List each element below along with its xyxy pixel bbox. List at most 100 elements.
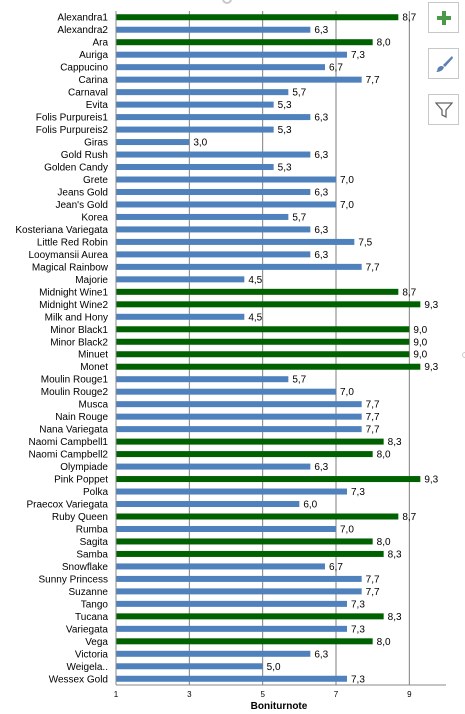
category-label: Naomi Campbell1 bbox=[29, 437, 109, 448]
bar bbox=[116, 238, 355, 245]
bar bbox=[116, 213, 289, 220]
data-label: 8,7 bbox=[402, 287, 416, 298]
category-label: Naomi Campbell2 bbox=[29, 450, 109, 461]
bar bbox=[116, 625, 347, 632]
category-label: Folis Purpureis1 bbox=[36, 113, 109, 124]
bar bbox=[116, 251, 311, 258]
data-label: 7,7 bbox=[366, 425, 380, 436]
data-label: 8,7 bbox=[402, 512, 416, 523]
bar bbox=[116, 326, 410, 333]
category-label: Majorie bbox=[75, 275, 108, 286]
category-label: Jeans Gold bbox=[57, 187, 108, 198]
category-label: Ruby Queen bbox=[52, 512, 108, 523]
add-chart-element-button[interactable] bbox=[428, 2, 459, 33]
data-label: 9,3 bbox=[424, 475, 438, 486]
bar bbox=[116, 338, 410, 345]
bar bbox=[116, 476, 421, 483]
category-label: Korea bbox=[81, 212, 108, 223]
category-label: Alexandra1 bbox=[57, 13, 108, 24]
category-label: Vega bbox=[85, 637, 108, 648]
bar bbox=[116, 563, 325, 570]
data-label: 8,3 bbox=[388, 549, 402, 560]
data-label: 5,3 bbox=[278, 163, 292, 174]
bar bbox=[116, 201, 336, 208]
data-label: 9,3 bbox=[424, 362, 438, 373]
x-tick-label: 5 bbox=[260, 690, 265, 699]
bar bbox=[116, 14, 399, 21]
chart-filters-button[interactable] bbox=[428, 94, 459, 125]
category-label: Carina bbox=[79, 75, 109, 86]
data-label: 7,3 bbox=[351, 674, 365, 685]
data-label: 8,0 bbox=[377, 450, 391, 461]
data-label: 7,0 bbox=[340, 200, 354, 211]
resize-handle-right[interactable] bbox=[462, 352, 465, 358]
category-label: Jean's Gold bbox=[56, 200, 109, 211]
bar bbox=[116, 76, 362, 83]
bar bbox=[116, 263, 362, 270]
category-label: Praecox Variegata bbox=[26, 500, 108, 511]
data-label: 6,3 bbox=[314, 649, 328, 660]
data-label: 7,5 bbox=[358, 237, 372, 248]
data-label: 7,3 bbox=[351, 487, 365, 498]
category-label: Milk and Hony bbox=[45, 312, 108, 323]
bar bbox=[116, 188, 311, 195]
category-label: Minor Black1 bbox=[50, 325, 108, 336]
bar bbox=[116, 126, 274, 133]
bar bbox=[116, 301, 421, 308]
category-label: Weigela.. bbox=[66, 662, 108, 673]
bar bbox=[116, 176, 336, 183]
x-tick-label: 1 bbox=[114, 690, 119, 699]
category-label: Variegata bbox=[66, 624, 109, 635]
category-label: Sunny Princess bbox=[39, 574, 108, 585]
bar bbox=[116, 650, 311, 657]
category-label: Midnight Wine2 bbox=[39, 300, 108, 311]
filter-icon bbox=[434, 101, 453, 119]
chart-styles-button[interactable] bbox=[428, 48, 459, 79]
category-label: Ara bbox=[92, 38, 108, 49]
bar bbox=[116, 675, 347, 682]
data-label: 9,3 bbox=[424, 300, 438, 311]
data-label: 7,3 bbox=[351, 624, 365, 635]
data-label: 6,0 bbox=[303, 500, 317, 511]
category-label: Moulin Rouge2 bbox=[41, 387, 109, 398]
bar bbox=[116, 89, 289, 96]
bar bbox=[116, 426, 362, 433]
category-label: Minor Black2 bbox=[50, 337, 108, 348]
category-label: Alexandra2 bbox=[57, 25, 108, 36]
data-label: 6,7 bbox=[329, 562, 343, 573]
x-tick-label: 7 bbox=[334, 690, 339, 699]
bar bbox=[116, 39, 373, 46]
bar bbox=[116, 64, 325, 71]
data-label: 7,7 bbox=[366, 574, 380, 585]
data-label: 5,3 bbox=[278, 125, 292, 136]
category-label: Snowflake bbox=[62, 562, 109, 573]
data-label: 9,0 bbox=[413, 337, 427, 348]
bar bbox=[116, 139, 190, 146]
data-label: 6,7 bbox=[329, 63, 343, 74]
bar bbox=[116, 663, 263, 670]
category-label: Gold Rush bbox=[61, 150, 108, 161]
category-label: Rumba bbox=[76, 524, 109, 535]
category-label: Folis Purpureis2 bbox=[36, 125, 109, 136]
data-label: 7,0 bbox=[340, 175, 354, 186]
category-label: Nana Variegata bbox=[39, 425, 108, 436]
bar bbox=[116, 288, 399, 295]
bar bbox=[116, 538, 373, 545]
data-label: 8,0 bbox=[377, 38, 391, 49]
category-label: Looymansii Aurea bbox=[29, 250, 109, 261]
category-label: Minuet bbox=[78, 350, 108, 361]
data-label: 6,3 bbox=[314, 462, 328, 473]
data-label: 7,3 bbox=[351, 599, 365, 610]
data-label: 8,3 bbox=[388, 612, 402, 623]
data-label: 8,3 bbox=[388, 437, 402, 448]
resize-handle-top[interactable] bbox=[222, 0, 232, 4]
category-label: Musca bbox=[79, 400, 109, 411]
data-label: 4,5 bbox=[248, 312, 262, 323]
category-label: Olympiade bbox=[60, 462, 108, 473]
data-label: 8,0 bbox=[377, 637, 391, 648]
data-label: 5,7 bbox=[292, 375, 306, 386]
bar bbox=[116, 51, 347, 58]
x-tick-label: 3 bbox=[187, 690, 192, 699]
bar bbox=[116, 451, 373, 458]
